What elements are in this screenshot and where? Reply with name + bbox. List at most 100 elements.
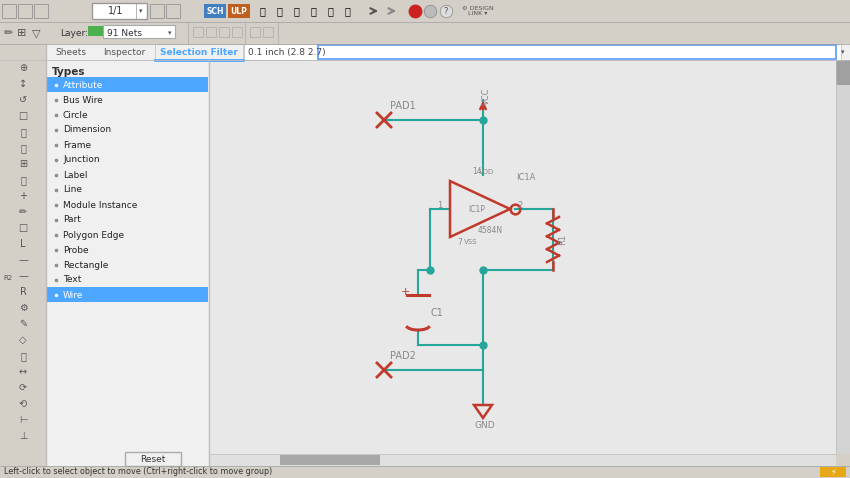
Bar [244, 44, 841, 60]
Bar [0, 44, 850, 60]
Text: ✏: ✏ [19, 207, 27, 217]
Text: 2: 2 [517, 200, 522, 209]
Bar [103, 25, 175, 38]
Text: 🔍: 🔍 [310, 6, 316, 16]
Text: ↕: ↕ [19, 79, 27, 89]
Text: 🔍: 🔍 [344, 6, 350, 16]
Bar [0, 22, 850, 44]
Text: L: L [20, 239, 26, 249]
Text: Selection Filter: Selection Filter [160, 47, 238, 56]
Text: ⊞: ⊞ [19, 159, 27, 169]
Bar [47, 287, 208, 302]
Text: ⚙: ⚙ [19, 303, 27, 313]
Text: Circle: Circle [63, 110, 88, 120]
Bar [0, 44, 46, 478]
Bar [125, 452, 181, 466]
Bar [18, 4, 32, 18]
Text: Rectangle: Rectangle [63, 261, 109, 270]
Bar [209, 60, 836, 454]
Text: Polygon Edge: Polygon Edge [63, 230, 124, 239]
Bar [206, 27, 216, 37]
Text: 1/1: 1/1 [108, 6, 124, 16]
Text: 0.1 inch (2.8 2.7): 0.1 inch (2.8 2.7) [248, 47, 326, 56]
Text: 🔍: 🔍 [293, 6, 299, 16]
Text: R1: R1 [558, 234, 568, 245]
Text: Line: Line [63, 185, 82, 195]
Bar [232, 27, 242, 37]
Text: ◇: ◇ [20, 335, 26, 345]
Text: PAD1: PAD1 [390, 101, 416, 111]
Text: ⟲: ⟲ [19, 399, 27, 409]
Bar [204, 4, 226, 18]
Text: Wire: Wire [63, 291, 83, 300]
Text: Dimension: Dimension [63, 126, 111, 134]
Bar [155, 44, 243, 60]
Text: 1: 1 [437, 200, 442, 209]
Text: VSS: VSS [464, 239, 478, 245]
Text: ▾: ▾ [168, 30, 172, 36]
Bar [836, 60, 850, 454]
Text: Inspector: Inspector [104, 47, 145, 56]
Bar [0, 466, 850, 478]
Text: ULP: ULP [230, 7, 247, 15]
Text: Frame: Frame [63, 141, 91, 150]
Text: ▾: ▾ [139, 8, 143, 14]
Text: 🔧: 🔧 [20, 143, 26, 153]
Bar [2, 4, 16, 18]
Text: Part: Part [63, 216, 81, 225]
Text: ⚡: ⚡ [830, 467, 836, 477]
Bar [34, 4, 48, 18]
Text: ?: ? [444, 7, 448, 15]
Bar [209, 60, 836, 454]
Text: Attribute: Attribute [63, 80, 104, 89]
Text: ↺: ↺ [19, 95, 27, 105]
Text: ⟳: ⟳ [19, 383, 27, 393]
Text: ↔: ↔ [19, 367, 27, 377]
Text: Text: Text [63, 275, 82, 284]
Text: —: — [18, 255, 28, 265]
Text: ⊞: ⊞ [17, 28, 26, 38]
Text: 91 Nets: 91 Nets [107, 29, 142, 37]
Text: VDD: VDD [479, 169, 494, 175]
Text: R2: R2 [3, 275, 13, 281]
Text: Sheets: Sheets [55, 47, 87, 56]
Text: Bus Wire: Bus Wire [63, 96, 103, 105]
Bar [47, 77, 208, 92]
Bar [836, 60, 850, 85]
Text: GND: GND [474, 421, 496, 430]
Text: Probe: Probe [63, 246, 88, 254]
Bar [280, 455, 380, 465]
Text: ▽: ▽ [31, 28, 40, 38]
Text: Left-click to select object to move (Ctrl+right-click to move group): Left-click to select object to move (Ctr… [4, 467, 272, 477]
Text: Module Instance: Module Instance [63, 200, 138, 209]
Text: 🔍: 🔍 [259, 6, 265, 16]
Bar [318, 45, 836, 59]
Bar [209, 454, 836, 466]
Text: R: R [20, 287, 26, 297]
Text: ⊕: ⊕ [19, 63, 27, 73]
Text: Label: Label [63, 171, 88, 180]
Bar [193, 27, 203, 37]
Text: SCH: SCH [207, 7, 224, 15]
Text: ▾: ▾ [842, 49, 845, 55]
Text: Types: Types [52, 67, 86, 77]
Bar [0, 0, 850, 22]
Bar [92, 3, 147, 19]
Bar [228, 4, 250, 18]
Text: ➕: ➕ [20, 175, 26, 185]
Bar [150, 4, 164, 18]
Text: 🔍: 🔍 [276, 6, 282, 16]
Bar [820, 467, 846, 477]
Text: Layer:: Layer: [60, 29, 88, 37]
Text: 📋: 📋 [20, 127, 26, 137]
Text: +: + [19, 191, 27, 201]
Text: ✏: ✏ [3, 28, 13, 38]
Bar [250, 27, 260, 37]
Text: 7: 7 [457, 238, 462, 247]
Bar [166, 4, 180, 18]
Text: PAD2: PAD2 [390, 351, 416, 361]
Text: ⊥: ⊥ [19, 431, 27, 441]
Text: —: — [18, 271, 28, 281]
Text: □: □ [19, 111, 27, 121]
Text: ⊢: ⊢ [19, 415, 27, 425]
